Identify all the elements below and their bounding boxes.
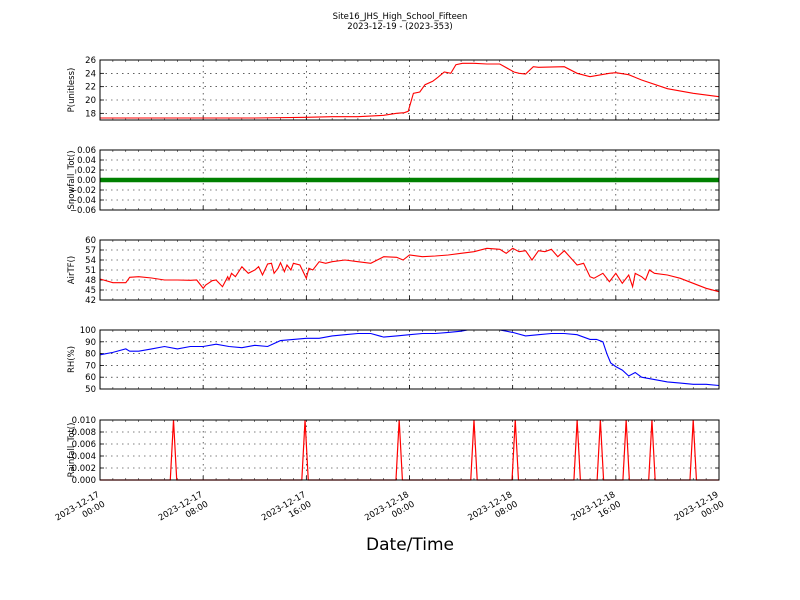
y-tick-label: −0.02 — [70, 186, 96, 196]
y-tick-label: 0.000 — [72, 476, 96, 486]
chart-subtitle: 2023-12-19 - (2023-353) — [347, 22, 452, 32]
y-tick-label: 24 — [85, 69, 96, 79]
y-tick-label: 54 — [85, 256, 96, 266]
x-axis-label: Date/Time — [366, 535, 454, 555]
y-tick-label: 90 — [85, 338, 96, 348]
x-tick-label: 2023-12-1808:00 — [466, 490, 519, 533]
y-axis-label: RH(%) — [67, 346, 77, 373]
y-tick-label: −0.06 — [70, 206, 96, 216]
panel-2: 0.060.040.020.00−0.02−0.04−0.06Snowfall_… — [67, 146, 720, 216]
series-line-3 — [99, 247, 720, 293]
x-tick-label: 2023-12-1700:00 — [54, 490, 107, 533]
y-tick-label: 0.010 — [72, 416, 96, 426]
y-tick-label: 51 — [85, 266, 96, 276]
panels: 1820222426P(unitless)0.060.040.020.00−0.… — [67, 56, 720, 486]
y-tick-label: 57 — [85, 246, 96, 256]
y-tick-label: 18 — [85, 109, 96, 119]
y-tick-label: 48 — [85, 276, 96, 286]
y-tick-label: 70 — [85, 361, 96, 371]
y-tick-label: 60 — [85, 236, 96, 246]
panel-frame — [99, 59, 720, 121]
y-tick-label: 0.04 — [77, 156, 96, 166]
chart-title: Site16_JHS_High_School_Fifteen — [333, 12, 468, 22]
series-line-1 — [100, 62, 720, 119]
y-tick-label: −0.04 — [70, 196, 96, 206]
y-tick-label: 0.004 — [72, 452, 96, 462]
panel-frame — [99, 149, 720, 211]
y-tick-label: 0.008 — [72, 428, 96, 438]
series-line-4 — [99, 329, 720, 387]
y-tick-label: 0.006 — [72, 440, 96, 450]
y-tick-label: 0.06 — [77, 146, 96, 156]
y-axis-label: Snowfall_Tot() — [67, 150, 77, 209]
panel-1: 18 20 22 24 26 P(unitless) — [67, 56, 720, 121]
panel-frame — [99, 419, 720, 481]
y-axis-label: P(unitless) — [67, 68, 77, 113]
panel-frame — [99, 239, 720, 301]
y-axis-label: AirTF() — [67, 256, 77, 284]
y-tick-label: 50 — [85, 385, 96, 395]
y-tick-label: 22 — [85, 83, 96, 93]
y-tick-label: 0.002 — [72, 464, 96, 474]
x-tick-label: 2023-12-1900:00 — [673, 490, 726, 533]
x-tick-label: 2023-12-1816:00 — [570, 490, 623, 533]
y-tick-label: 26 — [85, 56, 96, 66]
x-tick-label: 2023-12-1716:00 — [260, 490, 313, 533]
x-tick-labels: 2023-12-1700:00 2023-12-1708:00 2023-12-17… — [54, 490, 726, 533]
x-tick-label: 2023-12-1800:00 — [363, 490, 416, 533]
y-axis-label: Rainfall_Tot() — [67, 423, 77, 478]
panel-frame — [99, 329, 720, 390]
panel-5: 0.010 0.008 0.006 0.004 0.002 0.000Rainfall_T… — [67, 416, 720, 486]
y-tick-label: 45 — [85, 286, 96, 296]
x-tick-label: 2023-12-1708:00 — [157, 490, 210, 533]
y-tick-label: 42 — [85, 296, 96, 306]
y-tick-label: 0.00 — [77, 176, 96, 186]
y-tick-label: 80 — [85, 350, 96, 360]
y-tick-label: 20 — [85, 96, 96, 106]
y-tick-label: 100 — [80, 326, 96, 336]
y-tick-label: 60 — [85, 373, 96, 383]
y-tick-label: 0.02 — [77, 166, 96, 176]
